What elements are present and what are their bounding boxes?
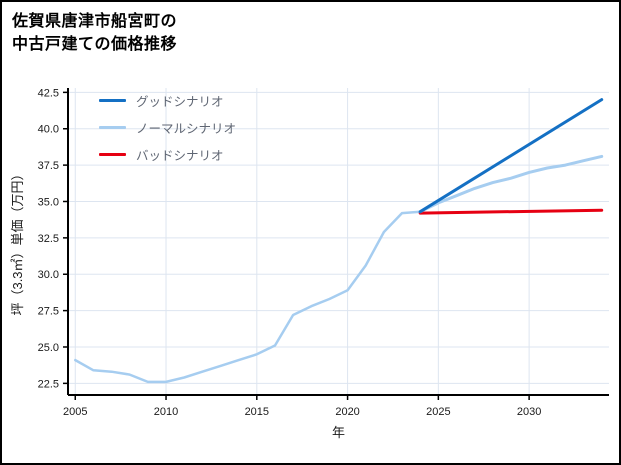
chart-title-line2: 中古戸建ての価格推移 — [12, 36, 178, 54]
normal-scenario-line — [418, 154, 604, 214]
y-tick-label: 25.0 — [38, 342, 59, 354]
y-tick-label: 37.5 — [38, 160, 59, 172]
x-axis-label: 年 — [332, 425, 345, 440]
chart-tick-labels: 2005 2010 2015 2020 2025 2030 22.5 25.0 27.5 30.0… — [38, 87, 542, 418]
x-tick-label: 2020 — [335, 406, 359, 418]
chart-title-line1: 佐賀県唐津市船宮町の — [12, 13, 178, 30]
bad-scenario-swatch — [99, 152, 126, 156]
bad-scenario-line — [418, 208, 604, 215]
legend-item-bad-scenario: バッドシナリオ — [99, 144, 236, 164]
chart-legend: グッドシナリオ ノーマルシナリオ バッドシナリオ — [99, 90, 236, 164]
x-tick-label: 2010 — [154, 406, 178, 418]
y-tick-label: 27.5 — [38, 306, 59, 318]
legend-item-normal-scenario: ノーマルシナリオ — [99, 117, 236, 137]
bad-scenario-label: バッドシナリオ — [136, 148, 224, 163]
chart-gridlines — [68, 88, 609, 395]
y-tick-label: 32.5 — [38, 233, 59, 245]
y-tick-label: 30.0 — [38, 269, 59, 281]
x-tick-label: 2030 — [517, 406, 541, 418]
legend-item-good-scenario: グッドシナリオ — [99, 90, 236, 110]
chart-series — [74, 98, 604, 384]
y-tick-label: 22.5 — [38, 378, 59, 390]
normal-scenario-swatch — [99, 125, 126, 129]
x-tick-label: 2015 — [245, 406, 269, 418]
good-scenario-label: グッドシナリオ — [136, 94, 224, 109]
y-tick-label: 35.0 — [38, 196, 59, 208]
y-tick-label: 42.5 — [38, 87, 59, 99]
good-scenario-swatch — [99, 98, 126, 102]
chart-axes — [63, 88, 609, 400]
good-scenario-line — [418, 98, 604, 214]
y-tick-label: 40.0 — [38, 124, 59, 136]
normal-scenario-label: ノーマルシナリオ — [136, 121, 237, 136]
chart-title: 佐賀県唐津市船宮町の 中古戸建ての価格推移 — [12, 10, 177, 56]
x-tick-label: 2005 — [63, 406, 87, 418]
history-line — [74, 210, 422, 384]
y-axis-label: 坪（3.3㎡）単価（万円） — [10, 167, 25, 315]
x-tick-label: 2025 — [426, 406, 450, 418]
